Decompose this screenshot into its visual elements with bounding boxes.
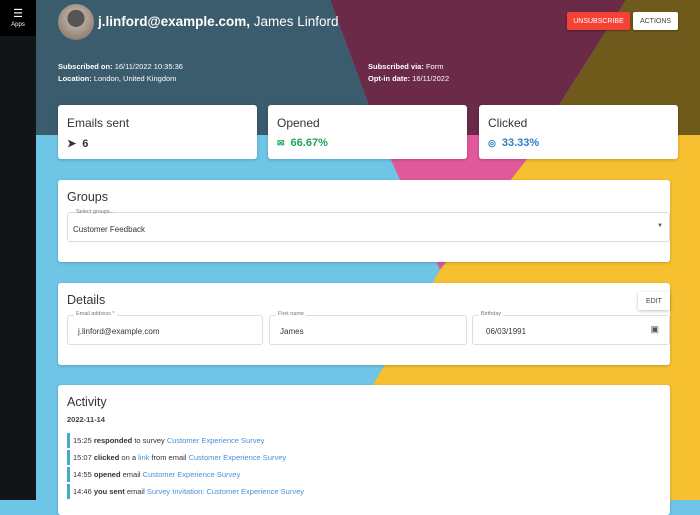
groups-section: Groups Select groups... Customer Feedbac…: [58, 180, 670, 262]
activity-item: 14:55 opened email Customer Experience S…: [67, 467, 657, 482]
optin-label: Opt-in date:: [368, 74, 411, 83]
calendar-icon[interactable]: ▣: [650, 324, 659, 334]
unsubscribe-button[interactable]: UNSUBSCRIBE: [567, 12, 630, 30]
subscribed-on-label: Subscribed on:: [58, 62, 113, 71]
subscribed-on-value: 16/11/2022 10:35:36: [114, 62, 183, 71]
location-value: London, United Kingdom: [93, 74, 177, 83]
groups-select-value: Customer Feedback: [73, 225, 146, 234]
subscribed-via-label: Subscribed via:: [368, 62, 424, 71]
activity-link[interactable]: Customer Experience Survey: [142, 470, 241, 479]
subscription-meta-right: Subscribed via: Form Opt-in date: 16/11/…: [368, 61, 449, 85]
optin-value: 16/11/2022: [412, 74, 450, 83]
email-field-value: j.linford@example.com: [78, 327, 160, 336]
avatar: [58, 4, 94, 40]
dropdown-arrow-icon: ▼: [657, 223, 663, 229]
subscriber-name: James Linford: [253, 14, 339, 29]
sidebar: ☰ Apps: [0, 0, 36, 500]
activity-item: 15:25 responded to survey Customer Exper…: [67, 433, 657, 448]
birthday-label: Birthday: [479, 311, 504, 317]
activity-link[interactable]: Customer Experience Survey: [166, 436, 265, 445]
groups-select-label: Select groups...: [76, 209, 115, 215]
email-field[interactable]: Email address * j.linford@example.com: [67, 311, 263, 345]
apps-button[interactable]: ☰ Apps: [0, 0, 36, 36]
details-title: Details: [67, 293, 106, 307]
page-title: j.linford@example.com, James Linford: [98, 14, 339, 29]
activity-link[interactable]: Survey Invitation: Customer Experience S…: [146, 487, 304, 496]
activity-title: Activity: [67, 395, 107, 409]
stat-clicked: Clicked ◎ 33.33%: [479, 105, 678, 159]
activity-item: 15:07 clicked on a link from email Custo…: [67, 450, 657, 465]
send-icon: ➤: [67, 138, 77, 150]
activity-section: Activity 2022-11-14 15:25 responded to s…: [58, 385, 670, 515]
click-icon: ◎: [488, 137, 496, 148]
stat-value: 6: [82, 137, 89, 150]
activity-item: 14:46 you sent email Survey Invitation: …: [67, 484, 657, 499]
location-label: Location:: [58, 74, 92, 83]
groups-select[interactable]: Select groups... Customer Feedback ▼: [67, 209, 670, 242]
edit-button[interactable]: EDIT: [638, 292, 670, 310]
stat-opened: Opened ✉ 66.67%: [268, 105, 467, 159]
subscriber-email: j.linford@example.com,: [98, 14, 250, 29]
actions-button[interactable]: ACTIONS: [633, 12, 678, 30]
stat-label: Clicked: [488, 116, 528, 130]
birthday-field[interactable]: Birthday 06/03/1991 ▣: [472, 311, 670, 345]
apps-label: Apps: [11, 21, 25, 28]
details-section: Details EDIT Email address * j.linford@e…: [58, 283, 670, 365]
first-name-value: James: [280, 327, 304, 336]
first-name-label: First name: [276, 311, 306, 317]
apps-grid-icon: ☰: [13, 7, 23, 20]
birthday-value: 06/03/1991: [486, 327, 527, 336]
subscribed-via-value: Form: [425, 62, 444, 71]
mail-open-icon: ✉: [277, 137, 285, 148]
stat-label: Emails sent: [67, 116, 130, 130]
activity-link[interactable]: Customer Experience Survey: [188, 453, 287, 462]
first-name-field[interactable]: First name James: [269, 311, 467, 345]
stat-label: Opened: [277, 116, 320, 130]
email-field-label: Email address *: [74, 311, 117, 317]
activity-date: 2022-11-14: [67, 415, 105, 424]
activity-link[interactable]: link: [138, 453, 150, 462]
subscription-meta-left: Subscribed on: 16/11/2022 10:35:36 Locat…: [58, 61, 183, 85]
groups-title: Groups: [67, 190, 108, 204]
stat-emails-sent: Emails sent ➤ 6: [58, 105, 257, 159]
stat-value: 33.33%: [501, 137, 540, 149]
stat-value: 66.67%: [290, 137, 328, 149]
